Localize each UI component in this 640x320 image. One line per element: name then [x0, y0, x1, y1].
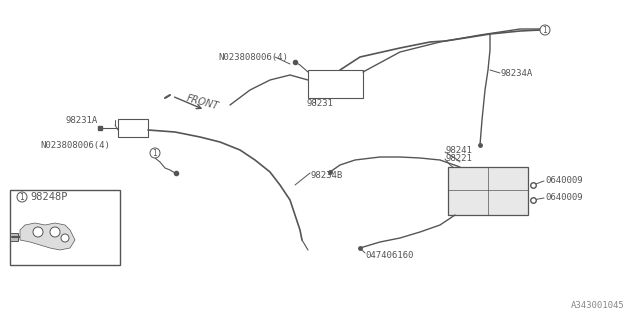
Text: 047406160: 047406160: [365, 251, 413, 260]
Bar: [308, 70, 363, 98]
Circle shape: [540, 25, 550, 35]
Polygon shape: [20, 223, 75, 250]
Circle shape: [61, 234, 69, 242]
Text: 98231: 98231: [306, 99, 333, 108]
Text: N023808006(4): N023808006(4): [218, 52, 288, 61]
Text: 98234A: 98234A: [500, 68, 532, 77]
Text: 98248P: 98248P: [30, 192, 67, 202]
Circle shape: [50, 227, 60, 237]
Text: 98221: 98221: [445, 154, 472, 163]
Text: 98231A: 98231A: [65, 116, 97, 124]
Bar: [448, 167, 528, 215]
Text: FRONT: FRONT: [185, 93, 220, 111]
Text: 98234B: 98234B: [310, 171, 342, 180]
Text: 1: 1: [20, 193, 24, 202]
Circle shape: [33, 227, 43, 237]
Text: 1: 1: [543, 26, 547, 35]
Text: 0640009: 0640009: [545, 194, 582, 203]
Circle shape: [150, 148, 160, 158]
Text: A343001045: A343001045: [572, 301, 625, 310]
Bar: [118, 119, 148, 137]
Text: 0640009: 0640009: [545, 175, 582, 185]
Text: 98241: 98241: [445, 146, 472, 155]
Circle shape: [17, 192, 27, 202]
Text: N023808006(4): N023808006(4): [40, 140, 110, 149]
Bar: [10, 233, 18, 241]
Text: 1: 1: [152, 148, 157, 157]
Bar: [10, 190, 120, 265]
